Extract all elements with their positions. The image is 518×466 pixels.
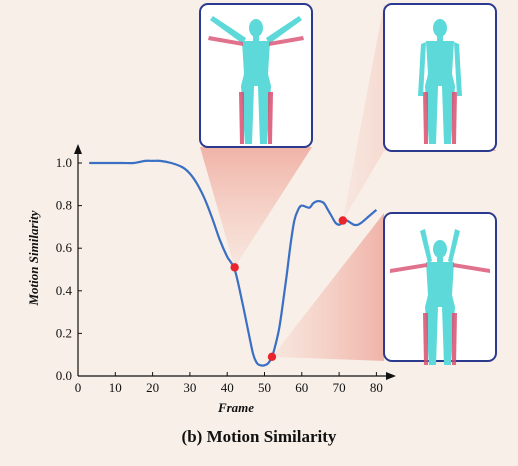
chart-axes: [74, 144, 396, 380]
x-tick-label: 60: [295, 380, 308, 395]
y-tick-label: 0.8: [56, 198, 72, 213]
y-tick-label: 0.6: [56, 240, 73, 255]
x-tick-label: 40: [221, 380, 234, 395]
x-tick-label: 70: [333, 380, 346, 395]
y-tick-label: 0.0: [56, 368, 72, 383]
y-axis-label: Motion Similarity: [26, 210, 41, 306]
series-line-0: [89, 159, 378, 367]
x-axis-arrow: [386, 372, 396, 380]
pose-thumbnails: [199, 3, 497, 365]
zoom-beam-1: [200, 147, 312, 268]
chart-highlights: [230, 216, 348, 362]
x-tick-label: 10: [109, 380, 122, 395]
y-tick-label: 0.4: [56, 283, 73, 298]
x-tick-label: 0: [75, 380, 82, 395]
y-axis-arrow: [74, 144, 82, 154]
highlight-point-3: [338, 216, 348, 225]
y-tick-label: 1.0: [56, 155, 72, 170]
thumbnail-standing-pose: [383, 3, 497, 152]
chart-ticks: 0 10 20 30 40 50 60 70 80 0.0 0.2 0.4 0.6 0.8 1.0: [56, 155, 383, 395]
figure-caption: (b) Motion Similarity: [181, 427, 337, 446]
x-tick-label: 50: [258, 380, 271, 395]
y-tick-label: 0.2: [56, 325, 72, 340]
x-axis-label: Frame: [217, 400, 254, 415]
highlight-point-1: [230, 263, 239, 272]
zoom-beam-3: [271, 213, 384, 361]
highlight-point-2: [267, 352, 277, 362]
thumbnail-arms-overhead-pose: [383, 212, 497, 365]
x-tick-label: 80: [370, 380, 383, 395]
x-tick-label: 20: [146, 380, 159, 395]
chart-series: [89, 159, 378, 367]
thumbnail-raised-arms-pose: [199, 3, 313, 148]
x-tick-label: 30: [183, 380, 196, 395]
